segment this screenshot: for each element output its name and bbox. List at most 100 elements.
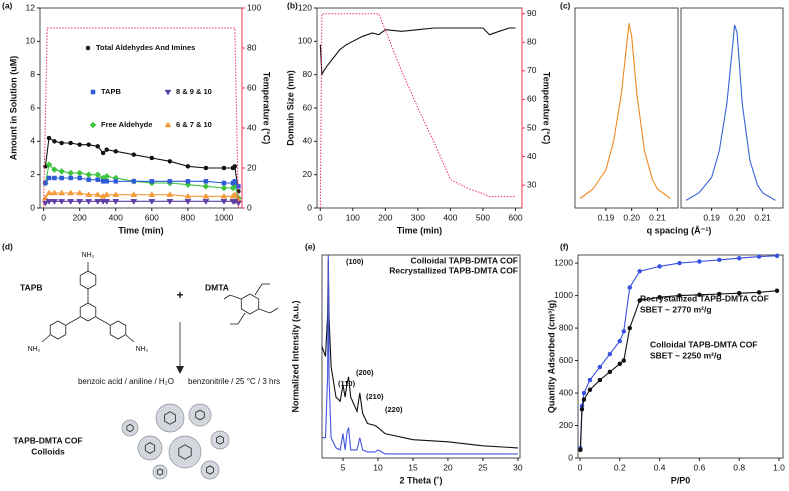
bond xyxy=(125,334,135,343)
bond xyxy=(258,308,271,314)
marker xyxy=(113,179,118,184)
marker xyxy=(657,264,662,269)
marker xyxy=(736,255,742,261)
x-axis-label: 2 Theta (˚) xyxy=(399,475,442,485)
marker xyxy=(131,179,137,184)
series-line xyxy=(319,27,516,75)
marker xyxy=(68,140,73,146)
marker xyxy=(220,192,228,199)
marker xyxy=(717,257,722,263)
marker xyxy=(203,179,209,184)
bond xyxy=(269,307,279,314)
plot-frame xyxy=(574,7,679,209)
y-axis-label: Amount in Solution (uM) xyxy=(8,56,18,160)
x-axis-label: Time (min) xyxy=(118,225,163,235)
series-line xyxy=(579,23,671,199)
bond xyxy=(41,334,51,343)
marker xyxy=(50,189,58,196)
marker xyxy=(67,189,75,196)
marker xyxy=(94,191,102,197)
colloid xyxy=(188,403,212,427)
bond xyxy=(229,294,242,300)
legend-label: 8 & 9 & 10 xyxy=(176,87,212,96)
x-tick-label: 0.4 xyxy=(654,462,666,472)
y-axis-label: Domain Size (nm) xyxy=(285,70,295,146)
series-line xyxy=(44,137,239,192)
series-line xyxy=(43,27,239,209)
bond xyxy=(254,283,263,296)
legend-label: Recrystallized TAPB-DMTA COF xyxy=(640,293,769,303)
marker xyxy=(756,254,762,259)
benzene-ring xyxy=(240,293,260,315)
x-tick-label: 0.21 xyxy=(754,212,771,222)
conditions: benzonitrile / 25 °C / 3 hrs xyxy=(188,377,280,386)
marker xyxy=(621,358,627,363)
x-tick-label: 5 xyxy=(341,462,346,472)
marker xyxy=(46,135,52,141)
marker xyxy=(67,199,75,205)
marker xyxy=(58,199,66,205)
x-tick-label: 30 xyxy=(513,462,523,472)
marker xyxy=(59,175,64,181)
x-axis-label: P/P0 xyxy=(671,475,691,485)
bond xyxy=(95,316,111,326)
marker xyxy=(221,165,227,171)
benzene-ring xyxy=(109,320,127,340)
series-line xyxy=(44,192,239,201)
series-line xyxy=(321,259,518,449)
peak-annotation: (100) xyxy=(346,257,364,266)
colloid xyxy=(168,435,202,469)
panel-label: (d) xyxy=(2,241,13,251)
marker xyxy=(627,325,632,331)
y2-tick-label: 80 xyxy=(247,42,257,52)
marker xyxy=(756,290,762,295)
marker xyxy=(774,288,780,293)
bond xyxy=(65,316,81,326)
y2-tick-label: 80 xyxy=(527,37,537,47)
y-tick-label: 800 xyxy=(559,322,573,332)
marker xyxy=(94,199,102,205)
marker xyxy=(677,260,682,266)
marker xyxy=(51,166,58,174)
legend-label: Recrystallized TAPB-DMTA COF xyxy=(389,265,518,275)
marker xyxy=(59,140,64,146)
marker xyxy=(58,167,65,175)
legend-marker xyxy=(90,89,96,95)
atom-label: NH₂ xyxy=(28,346,41,353)
legend-label: Colloidal TAPB-DMTA COF xyxy=(650,339,758,349)
marker xyxy=(112,199,120,205)
x-tick-label: 0.2 xyxy=(614,462,626,472)
marker xyxy=(617,338,623,344)
arrow-head xyxy=(176,366,184,374)
y-tick-label: 1200 xyxy=(554,257,573,267)
marker xyxy=(68,175,73,181)
marker xyxy=(100,150,106,156)
x-tick-label: 0.8 xyxy=(733,462,745,472)
y2-tick-label: 90 xyxy=(527,8,537,18)
legend-note: SBET ~ 2250 m²/g xyxy=(650,350,722,360)
marker xyxy=(41,200,49,207)
benzene-ring xyxy=(126,423,134,433)
marker xyxy=(58,189,66,196)
marker xyxy=(579,407,585,412)
peak-annotation: (200) xyxy=(356,368,374,377)
marker xyxy=(46,175,52,181)
legend-label: Colloidal TAPB-DMTA COF xyxy=(411,255,519,265)
marker xyxy=(130,191,138,197)
y2-tick-label: 40 xyxy=(527,151,537,161)
marker xyxy=(166,199,174,205)
benzene-ring xyxy=(206,465,214,475)
series-line xyxy=(319,13,516,209)
marker xyxy=(52,139,57,144)
atom-label: NH₂ xyxy=(136,346,149,353)
marker xyxy=(148,199,156,205)
marker xyxy=(581,390,587,396)
marker xyxy=(657,294,662,300)
x-tick-label: 0 xyxy=(318,212,323,222)
y-tick-label: 0 xyxy=(30,202,35,212)
y2-tick-label: 70 xyxy=(527,65,537,75)
marker xyxy=(148,191,156,197)
marker xyxy=(677,293,682,298)
marker xyxy=(220,199,228,205)
marker xyxy=(167,179,173,184)
